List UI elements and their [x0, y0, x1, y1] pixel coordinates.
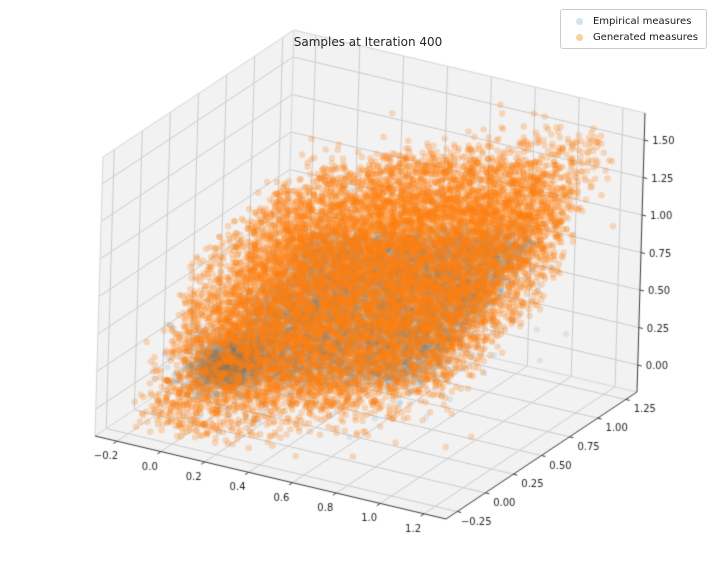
legend-item-generated: Generated measures — [569, 30, 698, 44]
legend-item-empirical: Empirical measures — [569, 14, 698, 28]
legend-label-generated: Generated measures — [592, 31, 698, 43]
legend-label-empirical: Empirical measures — [592, 15, 692, 27]
empirical-scatter-marker-icon — [575, 17, 583, 25]
legend: Empirical measures Generated measures — [559, 9, 707, 49]
plot-title: Samples at Iteration 400 — [293, 35, 443, 49]
generated-scatter-marker-icon — [575, 33, 583, 41]
